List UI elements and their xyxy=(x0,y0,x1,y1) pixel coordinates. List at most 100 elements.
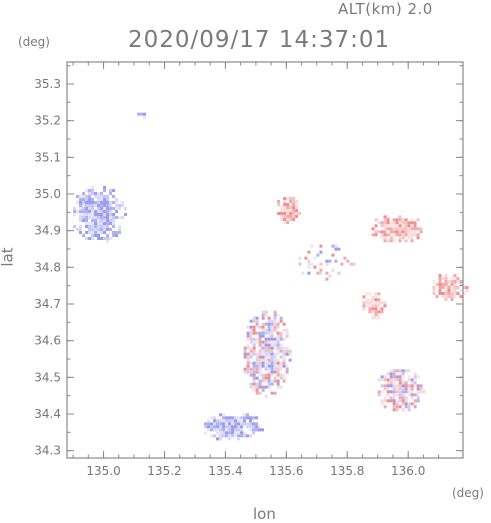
echo-pixel xyxy=(267,367,271,371)
echo-pixel xyxy=(100,225,104,228)
echo-pixel xyxy=(85,189,89,192)
echo-pixel xyxy=(231,434,235,438)
echo-pixel xyxy=(404,399,408,403)
echo-pixel xyxy=(97,204,101,207)
echo-pixel xyxy=(231,431,235,435)
echo-pixel xyxy=(416,384,420,388)
echo-pixel xyxy=(273,340,277,344)
echo-pixel xyxy=(380,233,384,237)
echo-pixel xyxy=(389,224,393,228)
echo-pixel xyxy=(103,207,107,210)
echo-pixel xyxy=(398,227,402,231)
echo-pixel xyxy=(76,195,80,198)
echo-pixel xyxy=(286,209,290,212)
echo-pixel xyxy=(380,378,384,382)
echo-pixel xyxy=(213,422,217,426)
echo-pixel xyxy=(267,355,271,359)
echo-pixel xyxy=(246,358,250,362)
echo-pixel xyxy=(264,373,268,377)
echo-pixel xyxy=(450,295,454,298)
echo-pixel xyxy=(207,428,211,432)
echo-pixel xyxy=(392,408,396,412)
echo-pixel xyxy=(401,224,405,228)
echo-pixel xyxy=(273,310,277,314)
echo-pixel xyxy=(282,373,286,377)
echo-pixel xyxy=(88,228,92,231)
echo-pixel xyxy=(407,384,411,388)
echo-pixel xyxy=(276,358,280,362)
echo-pixel xyxy=(410,239,414,243)
echo-pixel xyxy=(79,219,83,222)
echo-pixel xyxy=(100,213,104,216)
echo-pixel xyxy=(267,376,271,380)
echo-pixel xyxy=(258,391,262,395)
echo-pixel xyxy=(289,212,293,215)
echo-pixel xyxy=(225,422,229,426)
echo-pixel xyxy=(267,328,271,332)
echo-pixel xyxy=(416,233,420,237)
echo-pixel xyxy=(103,222,107,225)
echo-pixel xyxy=(276,346,280,350)
echo-pixel xyxy=(264,352,268,356)
echo-pixel xyxy=(124,213,128,216)
echo-pixel xyxy=(246,413,250,417)
echo-pixel xyxy=(88,225,92,228)
echo-pixel xyxy=(389,227,393,231)
echo-pixel xyxy=(246,352,250,356)
echo-pixel xyxy=(270,367,274,371)
echo-pixel xyxy=(85,198,89,201)
echo-pixel xyxy=(228,425,232,429)
echo-pixel xyxy=(91,186,95,189)
echo-pixel xyxy=(100,207,104,210)
echo-pixel xyxy=(404,369,408,373)
echo-pixel xyxy=(100,195,104,198)
echo-pixel xyxy=(273,313,277,317)
echo-pixel xyxy=(255,352,259,356)
echo-pixel xyxy=(106,237,110,240)
echo-pixel xyxy=(88,213,92,216)
echo-pixel xyxy=(103,210,107,213)
echo-pixel xyxy=(395,221,399,225)
echo-pixel xyxy=(286,218,290,221)
echo-pixel xyxy=(94,192,98,195)
echo-pixel xyxy=(450,277,454,280)
echo-pixel xyxy=(255,364,259,368)
echo-pixel xyxy=(283,212,287,215)
echo-pixel xyxy=(383,378,387,382)
echo-pixel xyxy=(73,210,77,213)
echo-pixel xyxy=(249,385,253,389)
echo-pixel xyxy=(416,236,420,240)
echo-pixel xyxy=(389,381,393,385)
echo-pixel xyxy=(112,231,116,234)
echo-pixel xyxy=(389,375,393,379)
echo-pixel xyxy=(276,373,280,377)
echo-pixel xyxy=(383,387,387,391)
echo-pixel xyxy=(109,207,113,210)
echo-pixel xyxy=(435,295,439,298)
echo-pixel xyxy=(258,425,262,429)
echo-pixel xyxy=(94,201,98,204)
echo-pixel xyxy=(392,230,396,234)
echo-pixel xyxy=(82,234,86,237)
echo-pixel xyxy=(91,231,95,234)
echo-pixel xyxy=(115,201,119,204)
echo-pixel xyxy=(404,230,408,234)
echo-pixel xyxy=(410,236,414,240)
echo-pixel xyxy=(85,222,89,225)
echo-pixel xyxy=(100,201,104,204)
echo-pixel xyxy=(267,322,271,326)
echo-pixel xyxy=(453,283,457,286)
y-tick-label: 34.9 xyxy=(34,224,61,238)
echo-pixel xyxy=(255,425,259,429)
echo-pixel xyxy=(106,228,110,231)
echo-pixel xyxy=(276,325,280,329)
x-tick-label: 135.0 xyxy=(86,464,120,478)
echo-pixel xyxy=(222,431,226,435)
echo-pixel xyxy=(450,298,454,301)
echo-pixel xyxy=(410,390,414,394)
echo-pixel xyxy=(279,355,283,359)
echo-pixel xyxy=(85,210,89,213)
echo-pixel xyxy=(276,367,280,371)
echo-pixel xyxy=(380,236,384,240)
echo-pixel xyxy=(121,216,125,219)
